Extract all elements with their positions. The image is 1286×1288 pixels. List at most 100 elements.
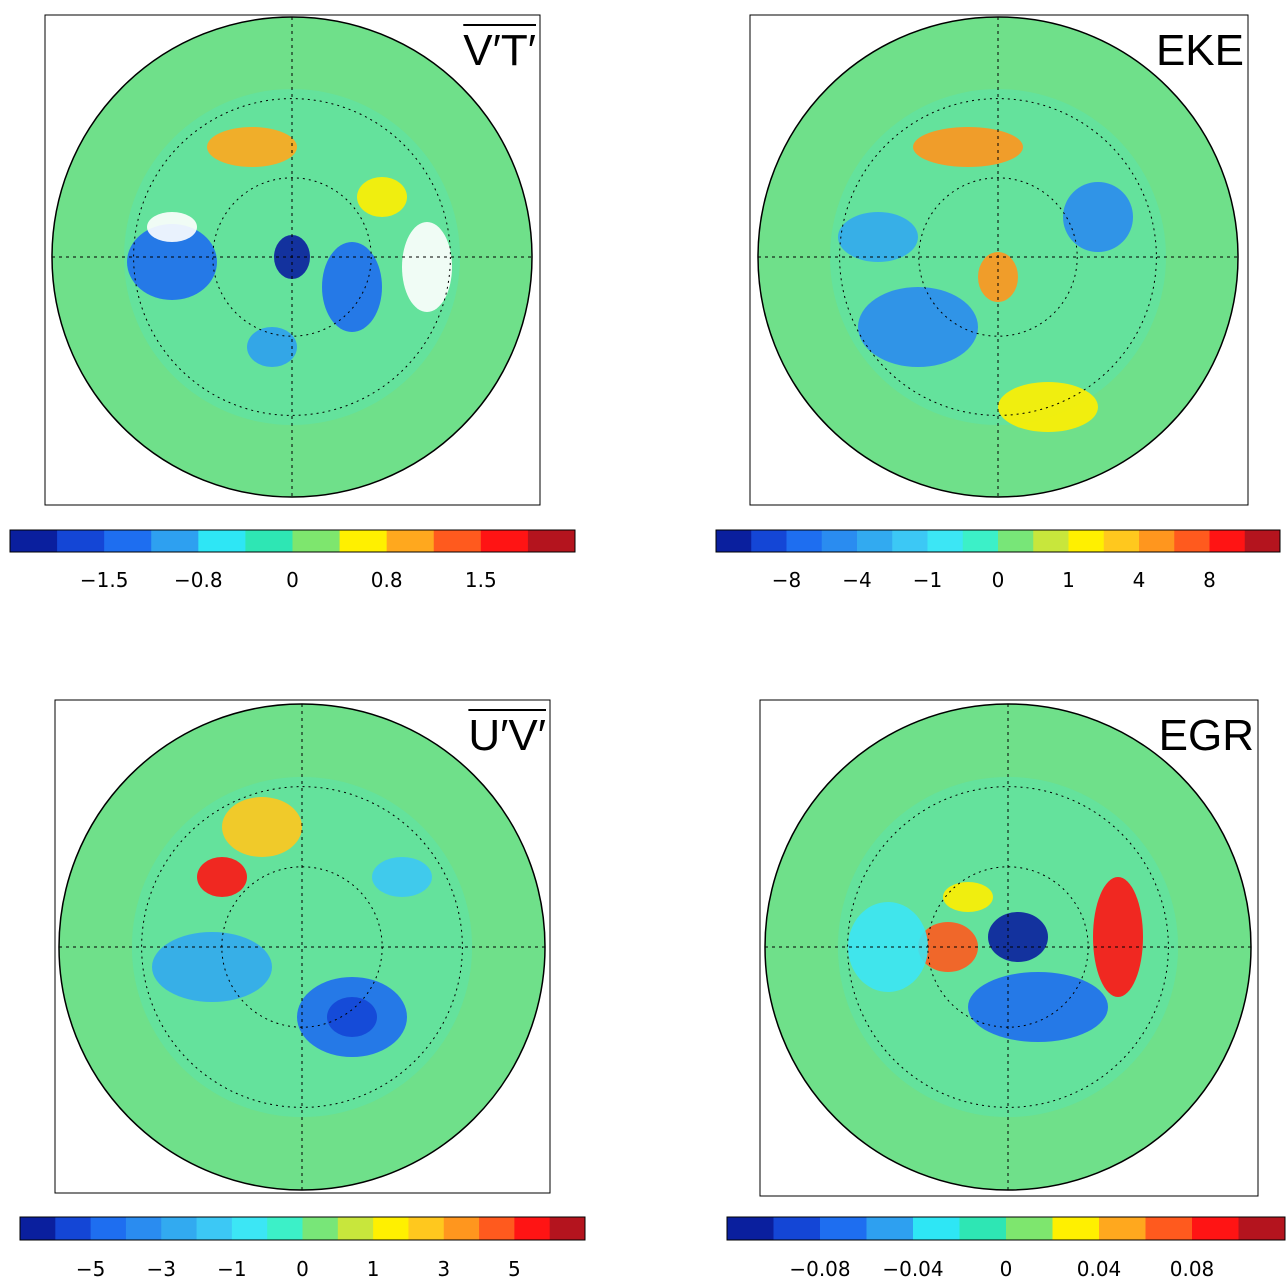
anomaly-region [327, 997, 377, 1037]
anomaly-region [127, 224, 217, 300]
colorbar-bin [443, 1217, 480, 1240]
colorbar-tick-label: −0.8 [174, 568, 223, 592]
colorbar-tick-label: 1.5 [465, 568, 497, 592]
map-frame [54, 699, 551, 1194]
colorbar-tick-label: −4 [842, 568, 871, 592]
map-border [51, 16, 533, 498]
colorbar-bin [1238, 1217, 1286, 1240]
colorbar-tick-label: −0.08 [789, 1257, 850, 1281]
colorbar-bin [10, 530, 58, 552]
anomaly-region [152, 932, 272, 1002]
latitude-circle [141, 786, 463, 1108]
colorbar-bin [514, 1217, 551, 1240]
colorbar-bin [480, 530, 529, 552]
map-border [58, 703, 546, 1191]
colorbar-bin [231, 1217, 268, 1240]
colorbar-bin [549, 1217, 586, 1240]
colorbar-tick-label: 1 [367, 1257, 380, 1281]
colorbar-bin [104, 530, 152, 552]
colorbar-bin [408, 1217, 445, 1240]
colorbar-bin [337, 1217, 374, 1240]
colorbar-bin [1103, 530, 1140, 552]
colorbar-bin [57, 530, 105, 552]
anomaly-region [838, 212, 918, 262]
colorbar-bin [962, 530, 999, 552]
panel-label: EKE [1156, 26, 1244, 75]
colorbar-bin [1209, 530, 1246, 552]
colorbar-bin [751, 530, 787, 552]
anomaly-region [207, 127, 297, 167]
map [765, 704, 1251, 1190]
panel-label: EGR [1159, 711, 1254, 760]
colorbar-tick-label: 0.04 [1077, 1257, 1122, 1281]
colorbar-tick-label: −0.04 [882, 1257, 943, 1281]
colorbar-tick-label: −5 [76, 1257, 105, 1281]
colorbar-bin [55, 1217, 92, 1240]
colorbar-bin [786, 530, 823, 552]
colorbar-bin [339, 530, 388, 552]
colorbar-tick-label: 1 [1062, 568, 1075, 592]
colorbar-tick-label: 8 [1203, 568, 1216, 592]
colorbar-bin [773, 1217, 821, 1240]
colorbar-bin [857, 530, 893, 552]
colorbar-tick-label: 0.8 [371, 568, 403, 592]
map [59, 704, 545, 1190]
colorbar-bin [267, 1217, 303, 1240]
colorbar-bin [196, 1217, 233, 1240]
colorbar-frame [19, 1216, 586, 1241]
colorbar-tick-label: −3 [147, 1257, 176, 1281]
anomaly-region [943, 882, 993, 912]
latitude-circle [918, 177, 1078, 337]
colorbar-bin [90, 1217, 127, 1240]
colorbar-bin [1006, 1217, 1053, 1240]
anomaly-region [858, 287, 978, 367]
anomaly-region [1063, 182, 1133, 252]
anomaly-region [1093, 877, 1143, 997]
anomaly-region [357, 177, 407, 217]
colorbar-tick-label: 0 [992, 568, 1005, 592]
map-frame [759, 699, 1259, 1197]
colorbar-bin [892, 530, 928, 552]
anomaly-region [222, 797, 302, 857]
colorbar-bin [1145, 1217, 1193, 1240]
colorbar-bin [1174, 530, 1210, 552]
map-border [764, 703, 1252, 1191]
colorbar-bin [998, 530, 1034, 552]
colorbar-frame [9, 529, 576, 553]
anomaly-region [197, 857, 247, 897]
colorbar-bin [479, 1217, 515, 1240]
colorbar-bin [1052, 1217, 1100, 1240]
anomaly-region [322, 242, 382, 332]
map-border [757, 16, 1239, 498]
colorbar-frame [715, 529, 1281, 553]
colorbar-bin [125, 1217, 162, 1240]
colorbar-frame [726, 1216, 1286, 1241]
colorbar-bin [866, 1217, 914, 1240]
colorbar-bin [527, 530, 576, 552]
colorbar-tick-label: 0.08 [1170, 1257, 1215, 1281]
anomaly-region [147, 212, 197, 242]
panel-label: U′V′ [468, 711, 546, 760]
map-frame [749, 14, 1249, 506]
colorbar-bin [927, 530, 964, 552]
colorbar-bin [1033, 530, 1069, 552]
anomaly-region [913, 127, 1023, 167]
colorbar-tick-label: −1 [913, 568, 942, 592]
colorbar-bin [1244, 530, 1281, 552]
colorbar-bin [20, 1217, 56, 1240]
colorbar-tick-label: 5 [508, 1257, 521, 1281]
map [758, 17, 1238, 497]
colorbar-tick-label: 4 [1133, 568, 1146, 592]
colorbar-bin [245, 530, 293, 552]
colorbar-bin [161, 1217, 198, 1240]
colorbar-bin [1068, 530, 1105, 552]
latitude-circle [212, 177, 372, 337]
colorbar-bin [433, 530, 482, 552]
colorbar-bin [913, 1217, 960, 1240]
anomaly-region [372, 857, 432, 897]
latitude-circle [133, 98, 451, 416]
map-frame [44, 14, 541, 506]
colorbar-bin [1099, 1217, 1146, 1240]
